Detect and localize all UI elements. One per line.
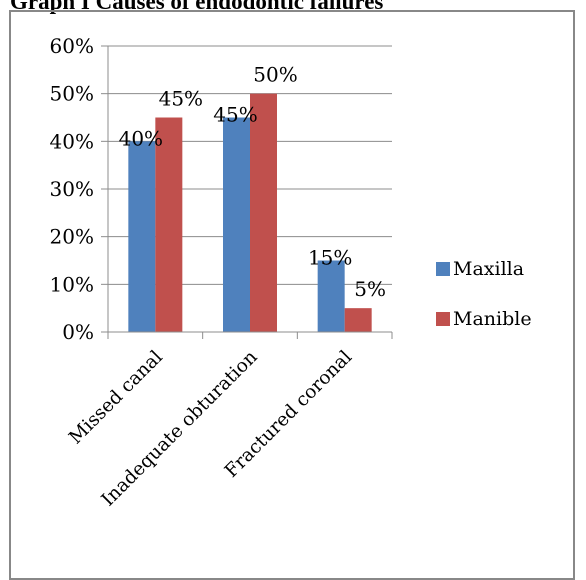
legend-label: Maxilla: [453, 258, 524, 280]
bar-maxilla-1: [128, 141, 156, 332]
data-label: 5%: [354, 277, 386, 301]
bar-layer: [128, 93, 372, 333]
bar-manible-1: [155, 117, 183, 332]
data-label: 40%: [119, 126, 163, 150]
legend-label: Manible: [453, 308, 532, 330]
bar-manible-2: [250, 93, 277, 333]
axis-layer: [101, 45, 393, 339]
y-tick-label: 20%: [50, 225, 94, 249]
data-label: 15%: [308, 246, 352, 270]
y-tick-label: 30%: [50, 177, 94, 201]
legend-swatch: [436, 312, 450, 326]
y-tick-label: 10%: [50, 272, 94, 296]
legend: Maxilla Manible: [436, 258, 532, 330]
y-tick-label: 40%: [50, 129, 94, 153]
bar-manible-3: [344, 308, 372, 332]
x-category-label: Missed canal: [65, 347, 167, 449]
y-tick-label: 60%: [50, 34, 94, 58]
data-label: 45%: [159, 87, 203, 111]
data-label: 45%: [213, 103, 257, 127]
bar-maxilla-2: [223, 117, 250, 332]
legend-swatch: [436, 262, 450, 276]
data-label: 50%: [253, 63, 297, 87]
y-tick-label: 0%: [62, 320, 94, 344]
bar-maxilla-3: [317, 260, 345, 332]
x-category-label: Inadequate obturation: [98, 347, 262, 511]
y-tick-label: 50%: [50, 82, 94, 106]
